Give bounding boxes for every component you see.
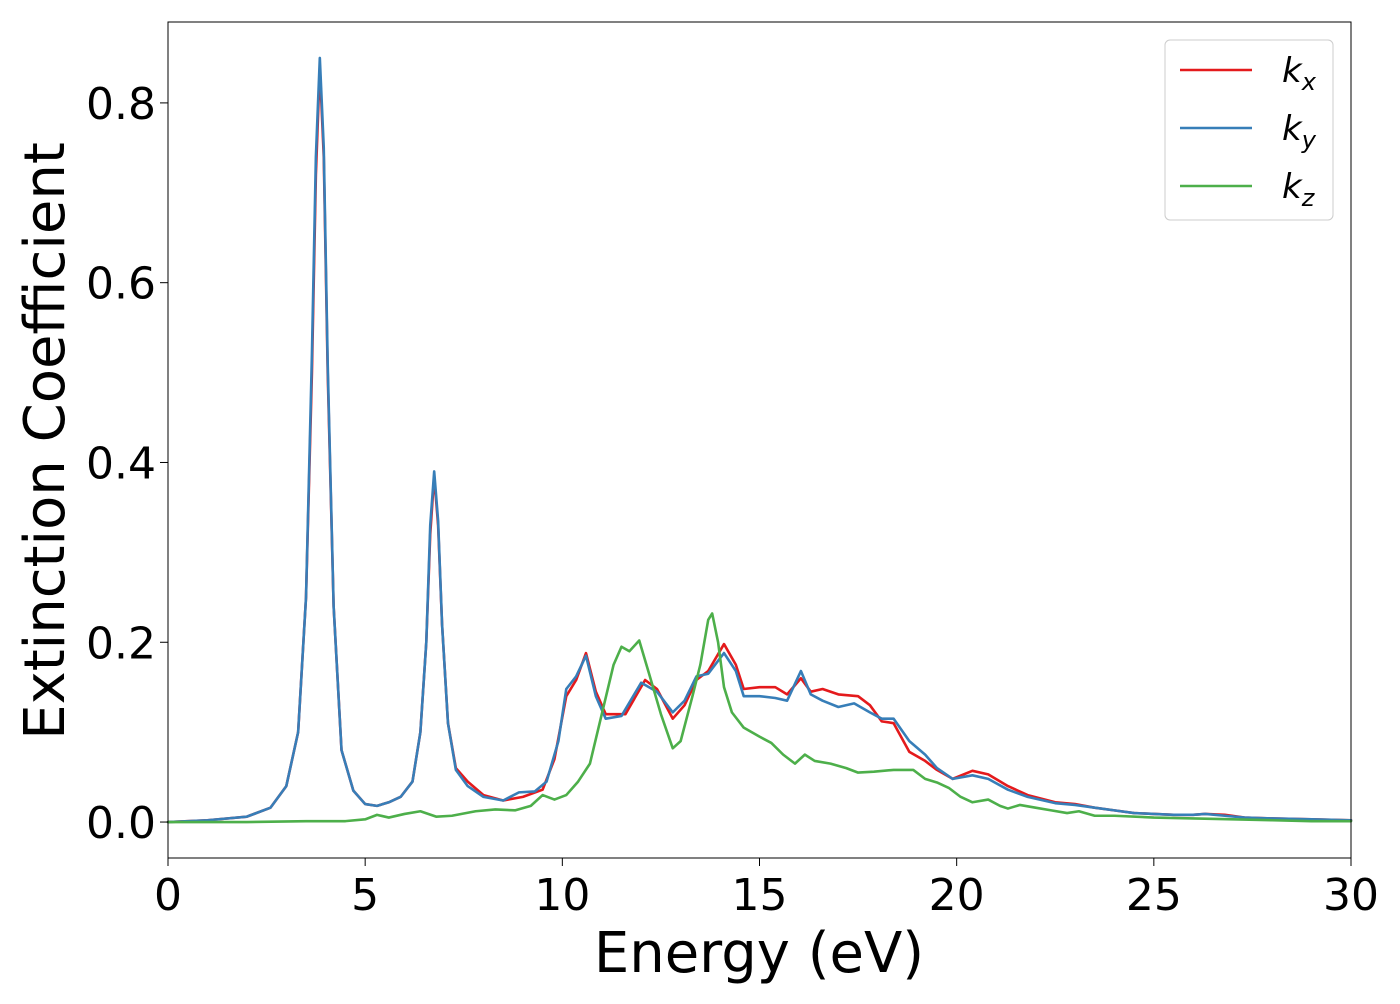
y-tick-label: 0.0 (86, 798, 156, 849)
legend-box (1164, 39, 1334, 221)
legend-label-x: kx (1282, 51, 1317, 96)
x-tick-label: 20 (929, 870, 985, 921)
legend-label-base: k (1282, 167, 1303, 207)
y-axis-label: Extinction Coefficient (13, 142, 78, 740)
y-tick-label: 0.4 (86, 438, 156, 489)
x-tick-label: 15 (732, 870, 788, 921)
x-tick-label: 0 (154, 870, 182, 921)
x-axis-label: Energy (eV) (594, 921, 924, 986)
series-layer (166, 56, 1353, 824)
x-tick-label: 5 (351, 870, 379, 921)
legend-label-subscript: x (1301, 68, 1317, 96)
y-tick-label: 0.6 (86, 259, 156, 310)
legend-label-subscript: z (1301, 184, 1316, 212)
legend-label-base: k (1282, 109, 1303, 149)
legend-label-base: k (1282, 51, 1303, 91)
series-line-y (166, 56, 1353, 824)
x-tick-label: 30 (1323, 870, 1379, 921)
y-tick-label: 0.8 (86, 79, 156, 130)
y-axis-ticks: 0.0 0.2 0.4 0.6 0.8 (86, 79, 168, 849)
legend-label-y: ky (1282, 109, 1317, 154)
x-tick-label: 10 (534, 870, 590, 921)
legend-label-subscript: y (1301, 126, 1317, 154)
legend-label-z: kz (1282, 167, 1316, 212)
series-line-z (166, 612, 1353, 824)
x-axis-ticks: 0 5 10 15 20 25 30 (154, 858, 1379, 921)
x-tick-label: 25 (1126, 870, 1182, 921)
y-tick-label: 0.2 (86, 618, 156, 669)
